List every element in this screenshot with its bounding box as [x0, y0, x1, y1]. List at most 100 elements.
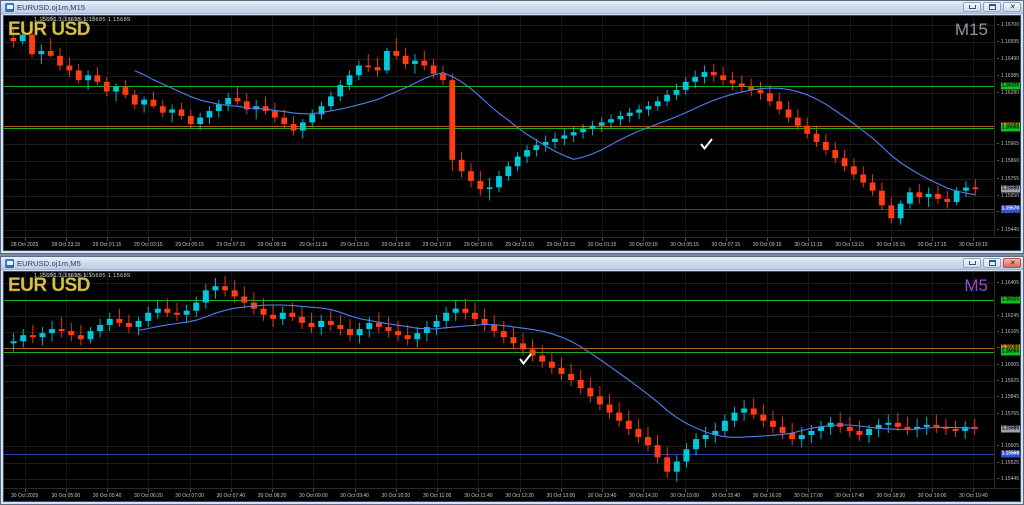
time-tick-mark — [890, 238, 892, 241]
time-tick: 30 Oct 13:00 — [546, 493, 576, 499]
time-axis[interactable]: 30 Oct 2025 30 Oct 05:00 30 Oct 05:40 30 Oc… — [4, 488, 1020, 501]
time-tick: 30 Oct 05:00 — [51, 493, 81, 499]
time-tick-mark — [478, 489, 480, 492]
price-level-label: 1.16326 — [1000, 82, 1020, 90]
time-tick: 29 Oct 05:15 — [175, 242, 204, 248]
ohlc-readout: 1.15691 1.15695 1.15685 1.15689 — [34, 273, 131, 279]
time-tick: 30 Oct 05:40 — [92, 493, 122, 499]
time-tick: 29 Oct 17:15 — [422, 242, 452, 248]
gridline-v — [684, 272, 686, 488]
time-tick: 30 Oct 11:40 — [464, 493, 493, 499]
timeframe-badge: M15 — [954, 20, 988, 39]
gridline — [4, 315, 994, 317]
tick-mark — [996, 41, 999, 42]
time-tick-mark — [973, 238, 975, 241]
time-tick-mark — [560, 489, 562, 492]
chart-area-m15[interactable]: EURUSD.oj1m,M15 1.15691 1.15695 1.15685 … — [3, 15, 1021, 251]
chart-icon — [5, 2, 14, 12]
tick-mark — [996, 194, 999, 196]
gridline-v — [478, 272, 480, 488]
time-tick: 29 Oct 03:15 — [134, 242, 163, 248]
gridline-v — [354, 272, 356, 488]
chart-symbol-label: EURUSD.oj1m,M15 — [42, 17, 96, 23]
minimize-button[interactable] — [963, 258, 981, 268]
gridline — [4, 332, 994, 334]
time-tick-mark — [65, 238, 67, 241]
gridline-v — [643, 272, 645, 488]
price-tick: 1.16700 — [996, 22, 1019, 28]
close-button[interactable]: ✕ — [1003, 2, 1021, 12]
time-tick-mark — [767, 238, 769, 241]
tick-mark — [996, 477, 999, 479]
window-title: EURUSD.oj1m,M5 — [17, 258, 81, 268]
time-tick-mark — [395, 238, 397, 241]
time-tick: 29 Oct 11:15 — [299, 242, 328, 248]
tick-mark — [996, 211, 999, 213]
time-tick-mark — [519, 238, 521, 241]
close-button[interactable]: ✕ — [1003, 258, 1021, 268]
window-buttons: ✕ — [963, 258, 1021, 268]
price-tick: 1.15845 — [996, 394, 1019, 400]
tick-mark — [996, 23, 999, 25]
time-tick-mark — [890, 489, 892, 492]
minimize-button[interactable] — [963, 2, 981, 12]
price-tick: 1.15925 — [996, 378, 1019, 384]
price-tick: 1.16385 — [996, 73, 1019, 79]
time-tick-mark — [602, 489, 604, 492]
gridline — [4, 381, 994, 383]
time-tick-mark — [560, 238, 562, 241]
time-tick: 30 Oct 18:20 — [876, 493, 906, 499]
signal-check-marker — [519, 353, 532, 366]
ohlc-readout: 1.15691 1.15695 1.15685 1.15689 — [34, 17, 131, 23]
price-tick: 1.16280 — [996, 90, 1019, 96]
restore-button[interactable] — [983, 2, 1001, 12]
chart-window-m5[interactable]: EURUSD.oj1m,M5 ✕ EURUSD.oj1m,M5 1.15691 … — [0, 256, 1024, 505]
time-tick: 30 Oct 11:15 — [794, 242, 823, 248]
time-tick-mark — [932, 238, 934, 241]
price-level-label: 1.15690 — [1000, 185, 1020, 193]
chart-area-m5[interactable]: EURUSD.oj1m,M5 1.15691 1.15695 1.15685 1… — [3, 271, 1021, 502]
restore-button[interactable] — [983, 258, 1001, 268]
gridline-v — [973, 272, 975, 488]
price-tick: 1.15765 — [996, 411, 1019, 417]
tick-mark — [996, 380, 999, 382]
time-tick: 29 Oct 21:15 — [505, 242, 534, 248]
time-tick-mark — [189, 489, 191, 492]
time-tick: 28 Oct 2025 — [11, 242, 39, 248]
time-tick: 30 Oct 14:20 — [629, 493, 658, 499]
time-tick: 29 Oct 19:15 — [464, 242, 493, 248]
gridline — [4, 478, 994, 480]
time-tick: 30 Oct 17:15 — [917, 242, 947, 248]
chart-icon — [5, 258, 14, 268]
tick-mark — [996, 314, 999, 316]
time-tick: 30 Oct 09:15 — [752, 242, 782, 248]
time-tick: 30 Oct 17:00 — [794, 493, 823, 499]
titlebar-m15[interactable]: EURUSD.oj1m,M15 ✕ — [1, 1, 1023, 14]
price-level-line — [4, 208, 994, 210]
time-tick-mark — [519, 489, 521, 492]
time-tick-mark — [767, 489, 769, 492]
gridline-v — [65, 272, 67, 488]
titlebar-m5[interactable]: EURUSD.oj1m,M5 ✕ — [1, 257, 1023, 270]
time-tick: 29 Oct 09:15 — [257, 242, 287, 248]
time-tick-mark — [272, 489, 274, 492]
gridline — [4, 229, 994, 231]
chart-window-m15[interactable]: EURUSD.oj1m,M15 ✕ EURUSD.oj1m,M15 1.1569… — [0, 0, 1024, 254]
price-plot[interactable]: EURUSD.oj1m,M5 1.15691 1.15695 1.15685 1… — [4, 272, 994, 488]
price-axis[interactable]: 1.16700 1.16595 1.16490 1.16385 1.16280 1.159… — [994, 16, 1020, 237]
time-tick-mark — [684, 489, 686, 492]
symbol-watermark: EUR USD — [8, 275, 91, 296]
price-level-line — [4, 453, 994, 455]
time-tick: 30 Oct 15:15 — [876, 242, 906, 248]
price-tick: 1.16165 — [996, 329, 1019, 335]
price-plot[interactable]: EURUSD.oj1m,M15 1.15691 1.15695 1.15685 … — [4, 16, 994, 237]
time-tick: 30 Oct 15:40 — [711, 493, 741, 499]
time-tick-mark — [148, 489, 150, 492]
time-tick-mark — [230, 489, 232, 492]
window-buttons: ✕ — [963, 2, 1021, 12]
time-axis[interactable]: 28 Oct 2025 28 Oct 23:15 29 Oct 01:15 29 Oc… — [4, 237, 1020, 250]
tick-mark — [996, 445, 999, 447]
price-axis[interactable]: 1.164051.162451.161651.160851.160051.159… — [994, 272, 1020, 488]
gridline-v — [725, 272, 727, 488]
window-title: EURUSD.oj1m,M15 — [17, 2, 86, 12]
